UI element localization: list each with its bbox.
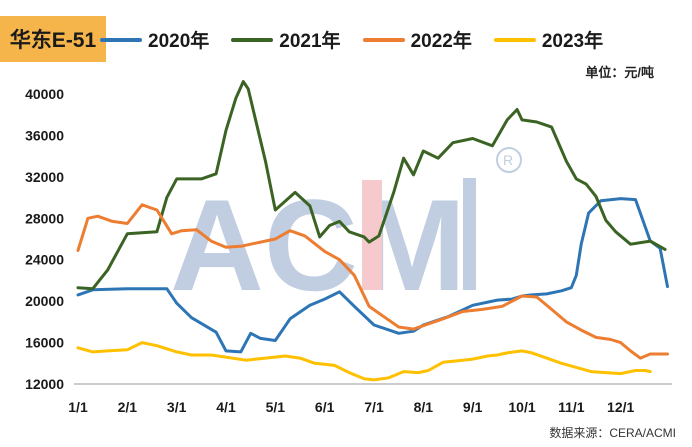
x-tick-label: 9/1 [463,399,483,415]
series-line-2020 [76,197,669,354]
legend-swatch-2023 [493,37,536,42]
legend-item-2023: 2023年 [493,26,604,53]
unit-label: 单位：元/吨 [585,65,654,80]
series-line-2021 [76,80,667,291]
x-tick-label: 12/1 [607,399,634,415]
watermark: ACM R [170,147,522,318]
legend-item-2020: 2020年 [100,26,209,53]
legend-swatch-2020 [100,37,142,42]
legend-swatch-2021 [231,37,274,42]
y-tick-label: 24000 [25,252,64,268]
legend: 2020年 2021年 2022年 2023年 [100,26,625,53]
legend-item-2022: 2022年 [362,26,472,53]
x-tick-label: 8/1 [414,399,434,415]
x-axis: 1/1 2/1 3/1 4/1 5/1 6/1 7/1 8/1 9/1 10/1 11/1 12/1 [68,399,634,415]
source-label: 数据来源：CERA/ACMI [549,426,676,440]
y-tick-label: 32000 [25,169,64,185]
x-tick-label: 1/1 [68,399,88,415]
svg-text:R: R [503,152,513,168]
y-tick-label: 36000 [25,127,64,143]
chart-title-box: 华东E-51 [0,16,106,62]
series-line-2023 [76,341,652,382]
x-tick-label: 10/1 [508,399,535,415]
x-tick-label: 11/1 [558,399,585,415]
x-tick-label: 4/1 [216,399,236,415]
x-tick-label: 3/1 [167,399,187,415]
x-tick-label: 7/1 [364,399,384,415]
legend-swatch-2022 [362,37,405,42]
legend-label-2022: 2022年 [410,31,472,52]
y-tick-label: 28000 [25,210,64,226]
x-tick-label: 6/1 [315,399,335,415]
y-tick-label: 16000 [25,335,64,351]
legend-label-2021: 2021年 [279,31,341,52]
legend-item-2021: 2021年 [231,26,341,53]
series-line-2022 [76,203,669,360]
x-tick-label: 5/1 [266,399,286,415]
y-tick-label: 12000 [25,376,64,392]
chart-title: 华东E-51 [9,29,97,52]
y-tick-label: 40000 [25,86,64,102]
legend-label-2020: 2020年 [148,31,210,52]
x-tick-label: 2/1 [118,399,138,415]
y-axis: 12000 16000 20000 24000 28000 32000 36000 40000 [25,86,64,392]
series-lines [76,80,669,382]
legend-label-2023: 2023年 [541,31,604,52]
y-tick-label: 20000 [25,293,64,309]
